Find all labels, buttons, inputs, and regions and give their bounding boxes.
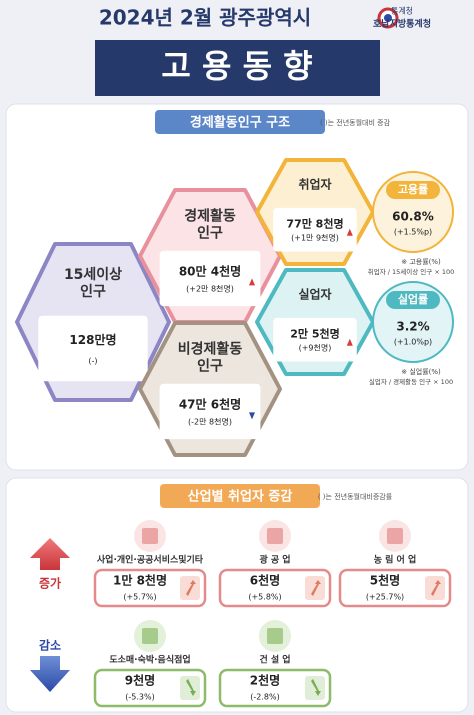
industry-value-box xyxy=(218,568,332,608)
industry-name: 건 설 업 xyxy=(259,654,290,666)
rate-value: 60.8% xyxy=(392,210,434,224)
value-box xyxy=(273,207,357,252)
section-title: 산업별 취업자 증감 xyxy=(188,489,293,505)
header-title: 2024년 2월 광주광역시 xyxy=(99,6,311,30)
industry-arrow xyxy=(431,580,441,596)
section-title-pill xyxy=(155,110,325,134)
node-label: 인구 xyxy=(197,357,223,374)
change-arrow xyxy=(346,228,353,236)
node-label: 경제활동 xyxy=(184,207,236,224)
logo-inner xyxy=(384,14,392,22)
industry-value-box xyxy=(93,568,207,608)
rate-formula: 실업자 / 경제활동 인구 × 100 xyxy=(369,377,453,386)
node-change: (+1만 9천명) xyxy=(291,233,339,243)
banner xyxy=(95,40,380,96)
node-value: 47만 6천명 xyxy=(179,396,241,411)
section-note: ( )는 전년동월대비 증감 xyxy=(320,118,391,127)
industry-icon-shape xyxy=(267,528,283,544)
industry-arrow xyxy=(186,679,196,696)
node-label: 15세이상 xyxy=(64,266,122,283)
industry-icon-shape xyxy=(267,628,283,644)
industry-arrow-box xyxy=(180,676,200,700)
rate-formula: 취업자 / 15세이상 인구 × 100 xyxy=(368,267,455,276)
node-label: 인구 xyxy=(80,283,106,300)
rate-label: 실업률 xyxy=(398,292,428,306)
node-value: 80만 4천명 xyxy=(179,263,241,278)
industry-value: 6천명 xyxy=(250,573,280,588)
industry-value: 5천명 xyxy=(370,573,400,588)
node-change: (+9천명) xyxy=(299,343,332,353)
value-box xyxy=(159,250,261,307)
change-arrow xyxy=(249,278,255,286)
industry-arrow-box xyxy=(305,676,325,700)
node-change: (+2만 8천명) xyxy=(186,284,234,294)
industry-name: 농 림 어 업 xyxy=(374,554,417,566)
group-arrow xyxy=(30,656,70,692)
industry-value: 2천명 xyxy=(250,673,280,688)
section-note: ( )는 전년동월대비증감률 xyxy=(318,492,393,501)
rate-formula: ※ 고용률(%) xyxy=(401,258,441,266)
rate-change: (+1.0%p) xyxy=(394,338,432,347)
org-name: 통계청 xyxy=(391,6,413,16)
industry-value: 9천명 xyxy=(125,673,155,688)
header-subtitle: 고 용 동 향 xyxy=(161,47,312,85)
node-label: 실업자 xyxy=(298,286,331,301)
node-label: 취업자 xyxy=(298,176,331,191)
industry-icon-shape xyxy=(142,528,158,544)
rate-pill xyxy=(386,181,440,199)
industry-name: 도소매·숙박·음식점업 xyxy=(109,654,190,666)
industry-arrow xyxy=(311,580,321,596)
value-box xyxy=(159,383,261,440)
value-box xyxy=(38,315,148,382)
node-change: (-) xyxy=(88,357,97,366)
group-label: 감소 xyxy=(39,638,61,653)
industry-icon-shape xyxy=(387,528,403,544)
rate-value: 3.2% xyxy=(396,320,429,334)
rate-label: 고용률 xyxy=(398,183,428,196)
rate-change: (+1.5%p) xyxy=(394,228,432,237)
industry-change: (-2.8%) xyxy=(250,693,279,702)
node-value: 128만명 xyxy=(69,332,116,347)
change-arrow xyxy=(346,338,353,346)
org-name: 호남지방통계청 xyxy=(373,18,431,30)
node-label: 비경제활동 xyxy=(178,340,243,357)
node-value: 77만 8천명 xyxy=(286,216,343,230)
industry-value-box xyxy=(218,668,332,708)
change-arrow xyxy=(249,412,255,420)
industry-arrow xyxy=(186,580,196,596)
value-box xyxy=(273,317,357,362)
rate-formula: ※ 실업률(%) xyxy=(401,367,441,376)
node-value: 2만 5천명 xyxy=(290,326,340,340)
node-label: 인구 xyxy=(197,224,223,241)
industry-value-box xyxy=(93,668,207,708)
group-label: 증가 xyxy=(39,576,61,591)
industry-change: (+5.7%) xyxy=(123,593,156,602)
industry-name: 광 공 업 xyxy=(259,554,290,566)
industry-change: (+25.7%) xyxy=(366,593,404,602)
section-title: 경제활동인구 구조 xyxy=(190,115,290,131)
industry-icon-shape xyxy=(142,628,158,644)
industry-name: 사업·개인·공공서비스및기타 xyxy=(97,554,204,566)
industry-change: (+5.8%) xyxy=(248,593,281,602)
rate-pill xyxy=(386,291,440,309)
industry-arrow xyxy=(311,679,321,696)
industry-value: 1만 8천명 xyxy=(113,573,167,588)
group-arrow xyxy=(30,538,70,570)
node-change: (-2만 8천명) xyxy=(188,417,232,427)
industry-value-box xyxy=(338,568,452,608)
industry-change: (-5.3%) xyxy=(125,693,154,702)
section-title-pill xyxy=(160,484,320,508)
